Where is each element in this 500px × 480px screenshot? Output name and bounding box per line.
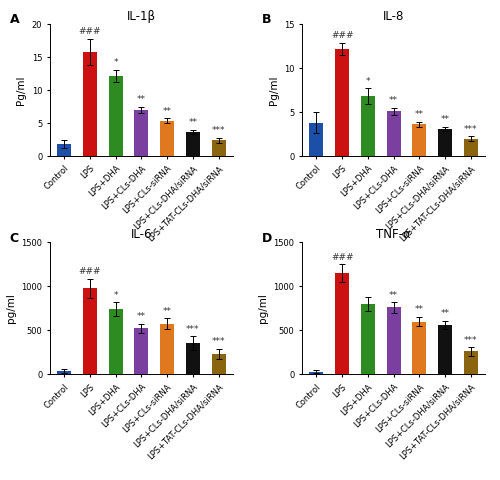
Text: ***: *** bbox=[212, 337, 226, 347]
Text: ***: *** bbox=[186, 324, 200, 334]
Bar bbox=[160, 324, 174, 374]
Title: IL-8: IL-8 bbox=[383, 10, 404, 23]
Bar bbox=[464, 351, 478, 374]
Y-axis label: pg/ml: pg/ml bbox=[6, 293, 16, 323]
Bar bbox=[412, 322, 426, 374]
Y-axis label: Pg/ml: Pg/ml bbox=[268, 75, 278, 105]
Text: **: ** bbox=[389, 291, 398, 300]
Bar bbox=[438, 129, 452, 156]
Bar bbox=[160, 120, 174, 156]
Text: **: ** bbox=[440, 309, 450, 318]
Bar bbox=[212, 140, 226, 156]
Bar bbox=[310, 123, 324, 156]
Bar bbox=[335, 273, 349, 374]
Text: ***: *** bbox=[212, 126, 226, 135]
Text: ###: ### bbox=[78, 267, 101, 276]
Text: D: D bbox=[262, 231, 272, 245]
Text: **: ** bbox=[440, 115, 450, 124]
Title: IL-6: IL-6 bbox=[130, 228, 152, 241]
Bar bbox=[212, 354, 226, 374]
Text: *: * bbox=[366, 77, 370, 86]
Bar bbox=[108, 309, 122, 374]
Bar bbox=[186, 343, 200, 374]
Text: ###: ### bbox=[331, 31, 353, 40]
Text: ***: *** bbox=[464, 336, 477, 345]
Bar bbox=[83, 52, 97, 156]
Bar bbox=[361, 304, 375, 374]
Bar bbox=[108, 75, 122, 156]
Text: B: B bbox=[262, 13, 272, 26]
Text: **: ** bbox=[137, 95, 146, 104]
Text: A: A bbox=[10, 13, 20, 26]
Bar bbox=[83, 288, 97, 374]
Bar bbox=[186, 132, 200, 156]
Y-axis label: pg/ml: pg/ml bbox=[258, 293, 268, 323]
Text: **: ** bbox=[415, 305, 424, 314]
Text: **: ** bbox=[415, 110, 424, 120]
Text: *: * bbox=[114, 58, 118, 67]
Text: **: ** bbox=[162, 107, 172, 116]
Text: *: * bbox=[114, 291, 118, 300]
Text: C: C bbox=[10, 231, 19, 245]
Bar bbox=[134, 328, 148, 374]
Bar bbox=[57, 371, 71, 374]
Text: ###: ### bbox=[78, 27, 101, 36]
Bar bbox=[310, 372, 324, 374]
Title: TNF-α: TNF-α bbox=[376, 228, 411, 241]
Title: IL-1β: IL-1β bbox=[127, 10, 156, 23]
Bar bbox=[386, 307, 400, 374]
Bar bbox=[134, 110, 148, 156]
Text: ###: ### bbox=[331, 253, 353, 262]
Bar bbox=[361, 96, 375, 156]
Bar bbox=[438, 325, 452, 374]
Bar bbox=[412, 124, 426, 156]
Text: **: ** bbox=[162, 307, 172, 316]
Bar bbox=[464, 139, 478, 156]
Text: **: ** bbox=[389, 96, 398, 106]
Text: **: ** bbox=[188, 119, 198, 127]
Text: ***: *** bbox=[464, 125, 477, 133]
Y-axis label: Pg/ml: Pg/ml bbox=[16, 75, 26, 105]
Bar bbox=[57, 144, 71, 156]
Text: **: ** bbox=[137, 312, 146, 321]
Bar bbox=[386, 111, 400, 156]
Bar bbox=[335, 48, 349, 156]
